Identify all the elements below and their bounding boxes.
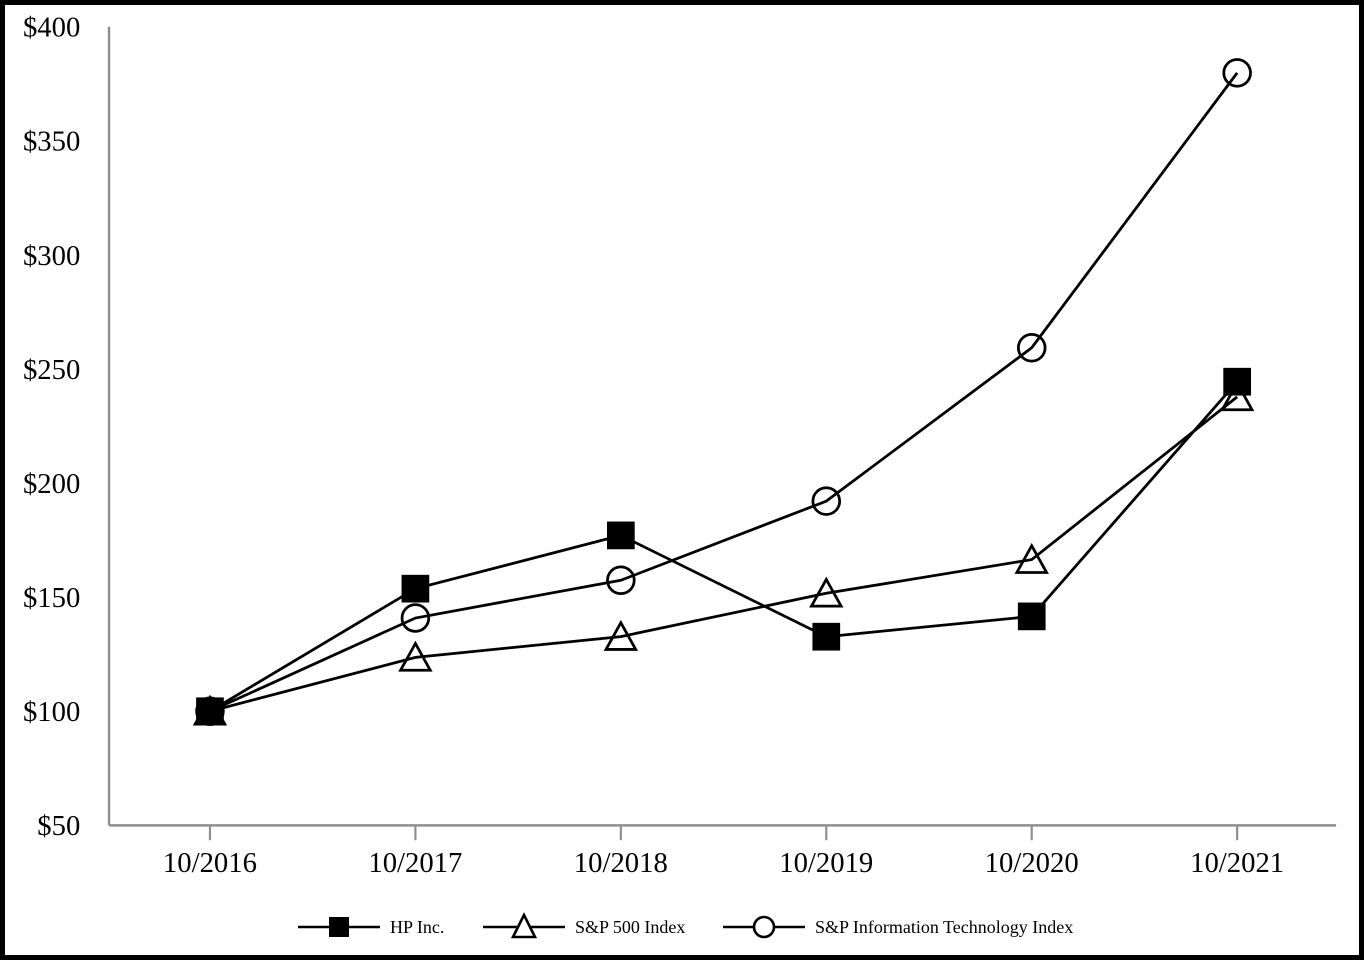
x-tick-label: 10/2019 <box>779 847 873 879</box>
marker-hp-inc <box>401 574 430 603</box>
sp-info-tech-open-circle-marker-icon <box>723 915 805 939</box>
legend-label: HP Inc. <box>390 916 445 937</box>
x-tick-label: 10/2016 <box>163 847 257 879</box>
y-tick-label: $300 <box>23 240 80 272</box>
x-tick-label: 10/2021 <box>1190 847 1284 879</box>
legend-item-hp-inc: HP Inc. <box>298 908 444 946</box>
legend-item-sp500: S&P 500 Index <box>483 908 685 946</box>
marker-hp-inc <box>1017 602 1046 631</box>
marker-s-p-500-index <box>603 619 639 651</box>
legend-label: S&P 500 Index <box>575 916 686 937</box>
x-tick-label: 10/2017 <box>368 847 462 879</box>
stock-performance-line-chart: $400 $350 $300 $250 $200 $150 $100 $50 10/2016 10… <box>23 12 1337 879</box>
y-tick-label: $50 <box>37 810 80 842</box>
marker-s-p-500-index <box>1014 542 1049 574</box>
y-tick-label: $400 <box>23 12 80 44</box>
y-tick-label: $150 <box>23 582 80 614</box>
series-line-hp-inc <box>209 380 1239 713</box>
legend-label: S&P Information Technology Index <box>815 916 1074 937</box>
marker-s-p-information-technology-index <box>606 565 636 596</box>
y-tick-label: $350 <box>23 126 80 158</box>
hp-filled-square-marker-icon <box>298 917 380 937</box>
marker-hp-inc <box>812 622 841 651</box>
marker-s-p-500-index <box>1219 380 1255 412</box>
x-tick-label: 10/2018 <box>574 847 668 879</box>
chart-legend: HP Inc. S&P 500 Index S&P Information Te… <box>5 908 1359 946</box>
marker-s-p-information-technology-index <box>1016 333 1047 363</box>
marker-s-p-information-technology-index <box>195 696 225 727</box>
y-tick-label: $250 <box>23 354 80 386</box>
y-tick-label: $200 <box>23 468 80 500</box>
y-tick-label: $100 <box>23 696 80 728</box>
series-line-s-p-information-technology-index <box>209 72 1239 713</box>
sp500-open-triangle-marker-icon <box>483 912 565 939</box>
series-line-s-p-500-index <box>209 395 1239 713</box>
legend-item-sp-info-tech: S&P Information Technology Index <box>723 908 1073 946</box>
marker-s-p-500-index <box>398 640 433 672</box>
marker-s-p-information-technology-index <box>1222 58 1252 88</box>
marker-hp-inc <box>606 521 635 550</box>
marker-s-p-information-technology-index <box>400 603 431 633</box>
marker-s-p-500-index <box>809 576 844 608</box>
marker-s-p-information-technology-index <box>811 486 842 516</box>
x-tick-label: 10/2020 <box>985 847 1079 879</box>
